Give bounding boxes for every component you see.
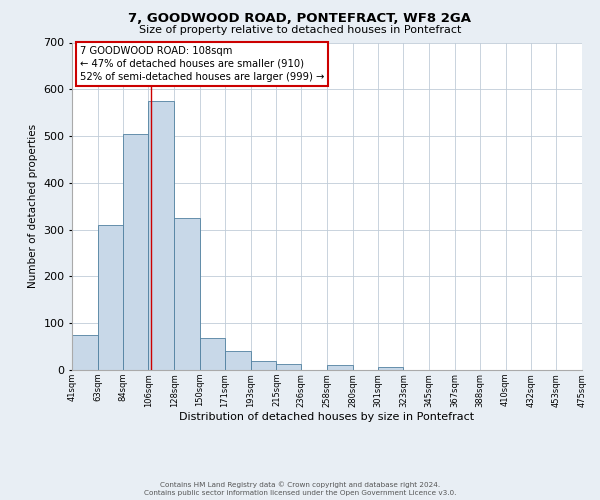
X-axis label: Distribution of detached houses by size in Pontefract: Distribution of detached houses by size … xyxy=(179,412,475,422)
Y-axis label: Number of detached properties: Number of detached properties xyxy=(28,124,38,288)
Bar xyxy=(98,225,122,370)
Bar xyxy=(148,101,174,370)
Text: 7, GOODWOOD ROAD, PONTEFRACT, WF8 2GA: 7, GOODWOOD ROAD, PONTEFRACT, WF8 2GA xyxy=(128,12,472,26)
Bar xyxy=(377,366,403,370)
Text: Contains public sector information licensed under the Open Government Licence v3: Contains public sector information licen… xyxy=(144,490,456,496)
Text: 7 GOODWOOD ROAD: 108sqm
← 47% of detached houses are smaller (910)
52% of semi-d: 7 GOODWOOD ROAD: 108sqm ← 47% of detache… xyxy=(80,46,324,82)
Bar xyxy=(327,366,353,370)
Bar xyxy=(122,134,148,370)
Bar xyxy=(277,364,301,370)
Bar xyxy=(174,218,200,370)
Bar xyxy=(200,338,225,370)
Bar xyxy=(72,335,98,370)
Bar xyxy=(251,360,277,370)
Text: Contains HM Land Registry data © Crown copyright and database right 2024.: Contains HM Land Registry data © Crown c… xyxy=(160,481,440,488)
Text: Size of property relative to detached houses in Pontefract: Size of property relative to detached ho… xyxy=(139,25,461,35)
Bar xyxy=(225,352,251,370)
